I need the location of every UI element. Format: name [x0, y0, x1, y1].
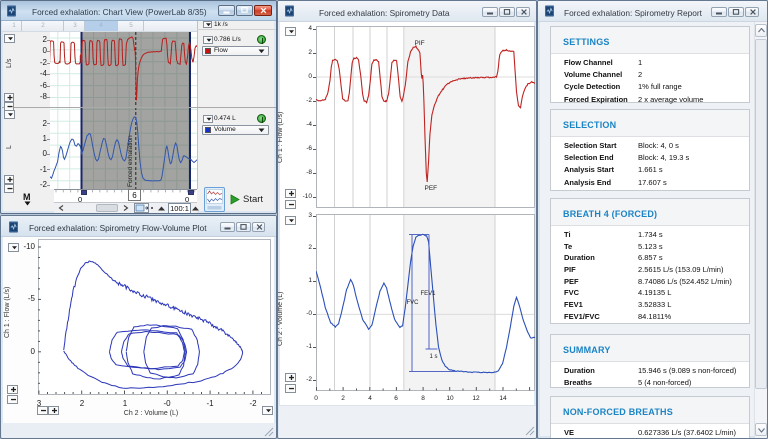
- svg-text:PIF: PIF: [415, 40, 425, 47]
- svg-text:Forced exhalation: Forced exhalation: [127, 135, 134, 187]
- svg-text:FVC: FVC: [407, 300, 420, 306]
- svg-text:PEF: PEF: [425, 185, 438, 192]
- svg-text:L: L: [6, 145, 13, 149]
- svg-text:1 s: 1 s: [430, 354, 438, 360]
- svg-text:L/s: L/s: [6, 58, 13, 68]
- svg-text:FEV1: FEV1: [421, 291, 437, 297]
